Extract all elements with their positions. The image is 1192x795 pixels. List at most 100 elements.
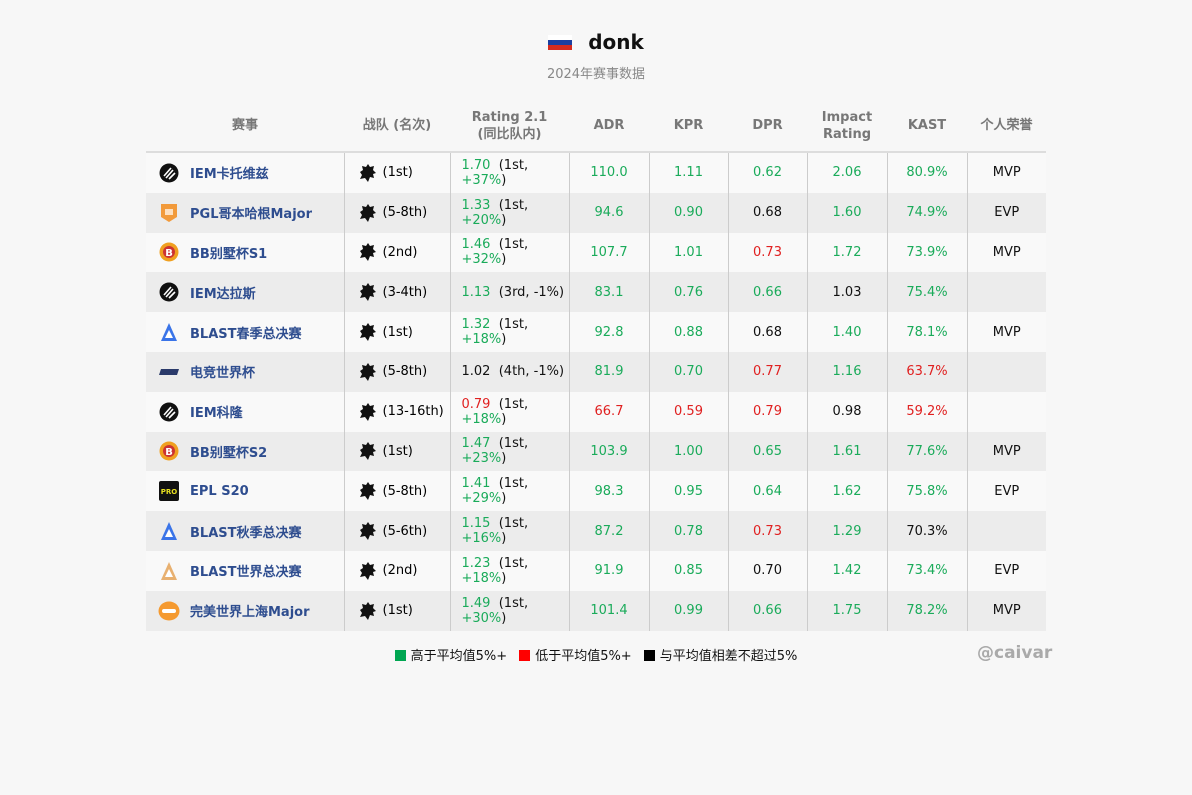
team-cell: (1st) [343,431,450,472]
rating-cell: 1.47 (1st, +23%) [449,431,569,472]
blast-gold-logo-icon [158,560,180,582]
iem-logo-icon [158,162,180,184]
event-name: PGL哥本哈根Major [190,207,312,223]
honor-cell [966,272,1046,313]
team-cell: (5-8th) [343,351,450,392]
event-cell: PGL哥本哈根Major [146,192,344,233]
kast-cell: 75.8% [886,471,967,512]
bb-logo-icon: B [158,241,180,263]
team-spirit-logo-icon [359,402,376,421]
player-title: donk [0,30,1192,54]
table-row: IEM卡托维兹 (1st) 1.70 (1st, +37%) 110.0 1.11… [146,152,1046,193]
legend-item: 与平均值相差不超过5% [643,649,797,664]
team-cell: (5-8th) [343,192,450,233]
rating-cell: 1.02 (4th, -1%) [449,351,569,392]
team-spirit-logo-icon [359,243,376,262]
kpr-cell: 0.90 [648,192,728,233]
iem-logo-icon [158,401,180,423]
placement: (2nd) [382,563,418,579]
kpr-cell: 0.99 [648,590,728,631]
team-cell: (5-8th) [343,471,450,512]
adr-cell: 91.9 [568,550,649,591]
kast-cell: 70.3% [886,511,967,551]
column-header: DPR [728,100,807,153]
event-cell: B BB别墅杯S1 [146,232,344,273]
event-name: BLAST春季总决赛 [190,326,302,342]
svg-text:B: B [165,248,173,259]
dpr-cell: 0.77 [727,351,807,392]
russia-flag-icon [548,34,573,50]
event-cell: IEM科隆 [146,391,344,432]
table-row: BLAST世界总决赛 (2nd) 1.23 (1st, +18%) 91.9 0.… [146,550,1046,591]
placement: (2nd) [382,244,418,260]
team-cell: (1st) [343,152,450,193]
rating-cell: 1.46 (1st, +32%) [449,232,569,273]
dpr-cell: 0.65 [727,431,807,472]
event-cell: BLAST秋季总决赛 [146,511,344,551]
column-header: KPR [649,100,728,153]
event-name: 完美世界上海Major [190,605,310,621]
kast-cell: 59.2% [886,391,967,432]
placement: (5-8th) [382,483,428,499]
legend-item: 低于平均值5%+ [519,649,632,664]
event-cell: IEM卡托维兹 [146,152,344,193]
table-row: B BB别墅杯S2 (1st) 1.47 (1st, +23%) 103.9 1.0… [146,431,1046,472]
table-row: BLAST秋季总决赛 (5-6th) 1.15 (1st, +16%) 87.2… [146,511,1046,551]
honor-cell: MVP [966,431,1046,472]
kpr-cell: 0.70 [648,351,728,392]
rating-cell: 1.32 (1st, +18%) [449,312,569,352]
event-cell: B BB别墅杯S2 [146,431,344,472]
team-cell: (1st) [343,312,450,352]
dpr-cell: 0.79 [727,391,807,432]
table-row: IEM科隆 (13-16th) 0.79 (1st, +18%) 66.7 0.5… [146,391,1046,432]
impact-cell: 0.98 [806,391,887,432]
honor-cell [966,511,1046,551]
team-spirit-logo-icon [359,323,376,342]
event-cell: BLAST世界总决赛 [146,550,344,591]
column-header: Rating 2.1 (同比队内) [450,100,569,153]
kpr-cell: 0.76 [648,272,728,313]
impact-cell: 1.75 [806,590,887,631]
dpr-cell: 0.64 [727,471,807,512]
rating-cell: 1.15 (1st, +16%) [449,511,569,551]
impact-cell: 1.29 [806,511,887,551]
legend-swatch-icon [519,650,531,661]
epl-logo-icon: PRO [158,480,180,502]
table-row: 电竞世界杯 (5-8th) 1.02 (4th, -1%) 81.9 0.70 0.… [146,351,1046,392]
placement: (5-8th) [382,364,428,380]
column-header: Impact Rating [807,100,887,153]
team-cell: (1st) [343,590,450,631]
event-name: BLAST世界总决赛 [190,565,302,581]
rating-cell: 1.49 (1st, +30%) [449,590,569,631]
kpr-cell: 0.85 [648,550,728,591]
bb-logo-icon: B [158,440,180,462]
legend: 高于平均值5%+ 低于平均值5%+ 与平均值相差不超过5% [0,645,1192,664]
kpr-cell: 1.00 [648,431,728,472]
team-spirit-logo-icon [359,283,376,302]
subtitle: 2024年赛事数据 [546,67,646,82]
kpr-cell: 0.95 [648,471,728,512]
team-cell: (5-6th) [343,511,450,551]
team-spirit-logo-icon [359,203,376,222]
event-name: BB别墅杯S1 [190,246,268,262]
kast-cell: 78.2% [886,590,967,631]
event-cell: IEM达拉斯 [146,272,344,313]
kpr-cell: 0.78 [648,511,728,551]
honor-cell: MVP [966,152,1046,193]
event-name: IEM科隆 [190,406,243,422]
dpr-cell: 0.62 [727,152,807,193]
adr-cell: 94.6 [568,192,649,233]
honor-cell [966,391,1046,432]
table-row: BLAST春季总决赛 (1st) 1.32 (1st, +18%) 92.8 0.… [146,312,1046,352]
honor-cell: MVP [966,232,1046,273]
team-spirit-logo-icon [359,362,376,381]
kast-cell: 77.6% [886,431,967,472]
blast-logo-icon [158,321,180,343]
kpr-cell: 0.59 [648,391,728,432]
team-spirit-logo-icon [359,482,376,501]
adr-cell: 87.2 [568,511,649,551]
column-header: 赛事 [146,100,344,153]
impact-cell: 1.60 [806,192,887,233]
kast-cell: 78.1% [886,312,967,352]
dpr-cell: 0.68 [727,312,807,352]
